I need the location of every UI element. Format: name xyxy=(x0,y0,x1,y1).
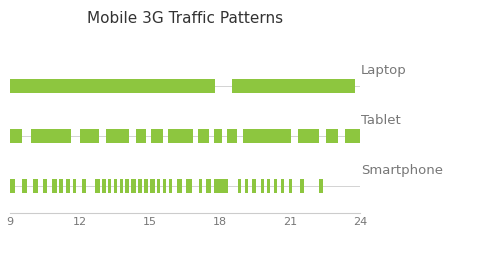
Bar xyxy=(10,129,22,143)
Bar xyxy=(120,179,123,193)
Text: Tablet: Tablet xyxy=(361,114,401,127)
Title: Mobile 3G Traffic Patterns: Mobile 3G Traffic Patterns xyxy=(87,11,283,26)
Bar xyxy=(214,179,228,193)
Bar xyxy=(274,179,277,193)
Bar xyxy=(298,129,319,143)
Bar xyxy=(186,179,192,193)
Bar xyxy=(252,179,256,193)
Bar xyxy=(238,179,241,193)
Bar xyxy=(319,179,322,193)
Bar xyxy=(136,129,146,143)
Bar xyxy=(232,79,356,93)
Bar xyxy=(157,179,160,193)
Bar xyxy=(244,129,291,143)
Bar xyxy=(22,179,28,193)
Bar xyxy=(82,179,86,193)
Bar xyxy=(266,179,270,193)
Bar xyxy=(214,129,222,143)
Bar xyxy=(244,179,248,193)
Bar xyxy=(66,179,70,193)
Bar xyxy=(177,179,182,193)
Bar xyxy=(144,179,148,193)
Text: Smartphone: Smartphone xyxy=(361,164,443,177)
Bar xyxy=(42,179,48,193)
Bar xyxy=(280,179,284,193)
Bar xyxy=(198,129,209,143)
Bar xyxy=(168,129,193,143)
Bar xyxy=(227,129,237,143)
Bar xyxy=(80,129,98,143)
Bar xyxy=(73,179,76,193)
Bar xyxy=(114,179,117,193)
Bar xyxy=(345,129,360,143)
Bar xyxy=(326,129,338,143)
Bar xyxy=(289,179,292,193)
Bar xyxy=(132,179,136,193)
Bar xyxy=(138,179,142,193)
Bar xyxy=(126,179,129,193)
Bar xyxy=(106,129,129,143)
Bar xyxy=(10,79,216,93)
Bar xyxy=(151,129,163,143)
Bar xyxy=(206,179,210,193)
Bar xyxy=(34,179,38,193)
Bar xyxy=(261,179,264,193)
Bar xyxy=(150,179,154,193)
Bar xyxy=(163,179,166,193)
Bar xyxy=(10,179,14,193)
Bar xyxy=(108,179,112,193)
Bar xyxy=(168,179,172,193)
Bar xyxy=(59,179,62,193)
Bar xyxy=(199,179,202,193)
Bar xyxy=(31,129,70,143)
Text: Laptop: Laptop xyxy=(361,64,407,77)
Bar xyxy=(95,179,100,193)
Bar xyxy=(102,179,106,193)
Bar xyxy=(300,179,304,193)
Bar xyxy=(52,179,56,193)
